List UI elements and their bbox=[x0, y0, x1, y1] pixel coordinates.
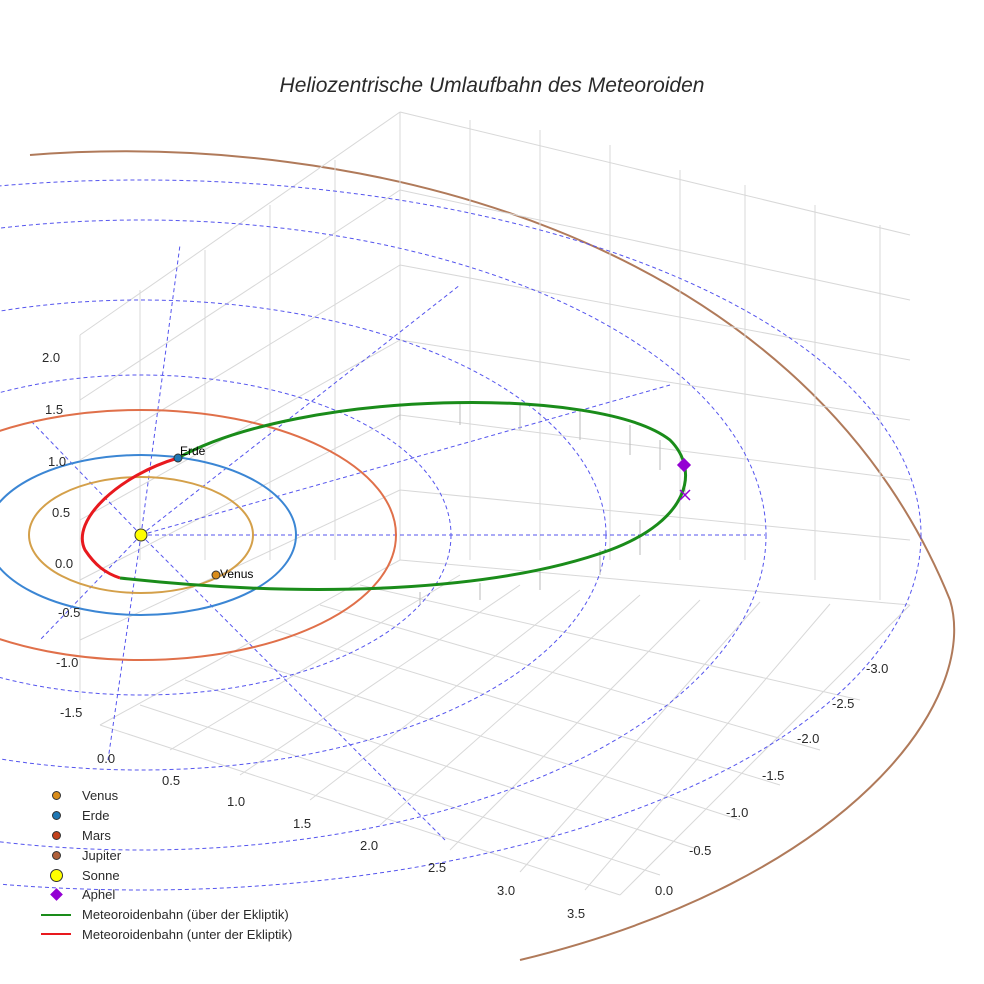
legend-item-sonne[interactable]: Sonne bbox=[38, 865, 292, 885]
svg-text:-2.5: -2.5 bbox=[832, 696, 854, 711]
svg-text:-1.5: -1.5 bbox=[60, 705, 82, 720]
jupiter-dot-icon bbox=[51, 850, 61, 860]
legend-item-orbit-below[interactable]: Meteoroidenbahn (unter der Ekliptik) bbox=[38, 925, 292, 945]
legend-item-orbit-above[interactable]: Meteoroidenbahn (über der Ekliptik) bbox=[38, 905, 292, 925]
svg-text:1.5: 1.5 bbox=[45, 402, 63, 417]
svg-text:0.0: 0.0 bbox=[55, 556, 73, 571]
aphel-projection-marker bbox=[679, 489, 691, 501]
meteoroid-orbit-above bbox=[119, 401, 687, 591]
aphel-marker bbox=[676, 457, 692, 473]
svg-text:1.5: 1.5 bbox=[293, 816, 311, 831]
green-line-icon bbox=[41, 913, 71, 916]
legend-item-erde[interactable]: Erde bbox=[38, 806, 292, 826]
svg-text:2.0: 2.0 bbox=[360, 838, 378, 853]
svg-text:1.0: 1.0 bbox=[48, 454, 66, 469]
svg-text:2.5: 2.5 bbox=[428, 860, 446, 875]
meteoroid-orbit-below bbox=[80, 456, 179, 580]
svg-text:2.0: 2.0 bbox=[42, 350, 60, 365]
legend-item-aphel[interactable]: Aphel bbox=[38, 885, 292, 905]
venus-orbit bbox=[28, 476, 254, 594]
grid-lines bbox=[79, 111, 911, 896]
sun-dot-icon bbox=[49, 868, 63, 882]
diamond-icon bbox=[49, 888, 63, 902]
svg-text:3.0: 3.0 bbox=[497, 883, 515, 898]
svg-text:3.5: 3.5 bbox=[567, 906, 585, 921]
sun-marker bbox=[134, 528, 148, 542]
red-line-icon bbox=[41, 933, 71, 936]
svg-text:0.0: 0.0 bbox=[655, 883, 673, 898]
svg-text:-3.0: -3.0 bbox=[866, 661, 888, 676]
legend-item-venus[interactable]: Venus bbox=[38, 786, 292, 806]
venus-label: Venus bbox=[220, 567, 253, 581]
mars-dot-icon bbox=[51, 830, 61, 840]
legend-item-mars[interactable]: Mars bbox=[38, 826, 292, 846]
svg-text:0.5: 0.5 bbox=[162, 773, 180, 788]
legend-item-jupiter[interactable]: Jupiter bbox=[38, 845, 292, 865]
earth-orbit bbox=[0, 454, 297, 616]
svg-text:-1.0: -1.0 bbox=[726, 805, 748, 820]
erde-label: Erde bbox=[180, 444, 206, 458]
z-axis-ticks: 2.0 1.5 1.0 0.5 0.0 -0.5 -1.0 -1.5 bbox=[42, 350, 82, 720]
svg-text:0.5: 0.5 bbox=[52, 505, 70, 520]
venus-dot-icon bbox=[51, 791, 61, 801]
venus-marker bbox=[211, 570, 221, 580]
svg-text:-1.0: -1.0 bbox=[56, 655, 78, 670]
legend: Venus Erde Mars Jupiter Sonne Aphel Mete… bbox=[38, 786, 292, 944]
svg-text:-0.5: -0.5 bbox=[58, 605, 80, 620]
svg-text:-2.0: -2.0 bbox=[797, 731, 819, 746]
svg-text:0.0: 0.0 bbox=[97, 751, 115, 766]
drop-lines bbox=[399, 402, 686, 605]
y-axis-ticks: -3.0 -2.5 -2.0 -1.5 -1.0 -0.5 0.0 bbox=[655, 661, 888, 898]
svg-text:-0.5: -0.5 bbox=[689, 843, 711, 858]
svg-text:-1.5: -1.5 bbox=[762, 768, 784, 783]
svg-text:1.0: 1.0 bbox=[227, 794, 245, 809]
erde-dot-icon bbox=[51, 811, 61, 821]
earth-marker bbox=[173, 453, 183, 463]
mars-orbit bbox=[0, 409, 397, 661]
x-axis-ticks: 0.0 0.5 1.0 1.5 2.0 2.5 3.0 3.5 bbox=[97, 751, 585, 921]
chart-title: Heliozentrische Umlaufbahn des Meteoroid… bbox=[279, 74, 705, 97]
